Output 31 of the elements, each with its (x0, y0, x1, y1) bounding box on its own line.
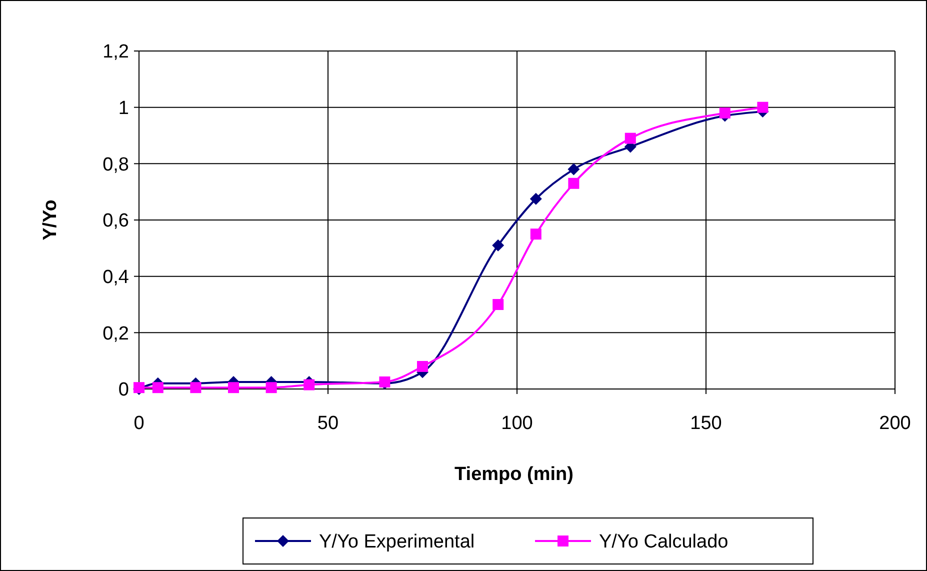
y-axis-title: Y/Yo (40, 200, 61, 240)
point (568, 178, 580, 189)
y-tick-label: 0,2 (102, 323, 129, 344)
legend-label: Y/Yo Calculado (599, 532, 728, 553)
point (530, 192, 542, 205)
point (304, 379, 315, 390)
y-tick-label: 1 (118, 98, 129, 119)
x-tick-label: 200 (879, 413, 911, 434)
y-tick-label: 0 (118, 380, 129, 401)
point (190, 382, 202, 394)
point (492, 299, 504, 310)
point (152, 382, 164, 394)
point (530, 228, 542, 240)
point (568, 163, 580, 176)
y-tick-label: 1,2 (102, 42, 129, 63)
point (624, 132, 636, 144)
point (719, 107, 730, 118)
y-tick-label: 0,4 (102, 266, 130, 288)
point (492, 239, 504, 252)
x-tick-label: 0 (134, 413, 144, 434)
point (266, 382, 277, 394)
y-tick-label: 0,8 (102, 154, 129, 176)
legend-label: Y/Yo Experimental (319, 532, 475, 553)
x-axis-title: Tiempo (min) (454, 464, 574, 485)
y-tick-label: 0,6 (102, 210, 129, 232)
x-tick-label: 150 (690, 413, 722, 434)
point (228, 382, 239, 394)
point (417, 360, 428, 372)
point (757, 102, 768, 113)
x-tick-label: 100 (501, 413, 533, 434)
x-tick-label: 50 (317, 413, 339, 434)
